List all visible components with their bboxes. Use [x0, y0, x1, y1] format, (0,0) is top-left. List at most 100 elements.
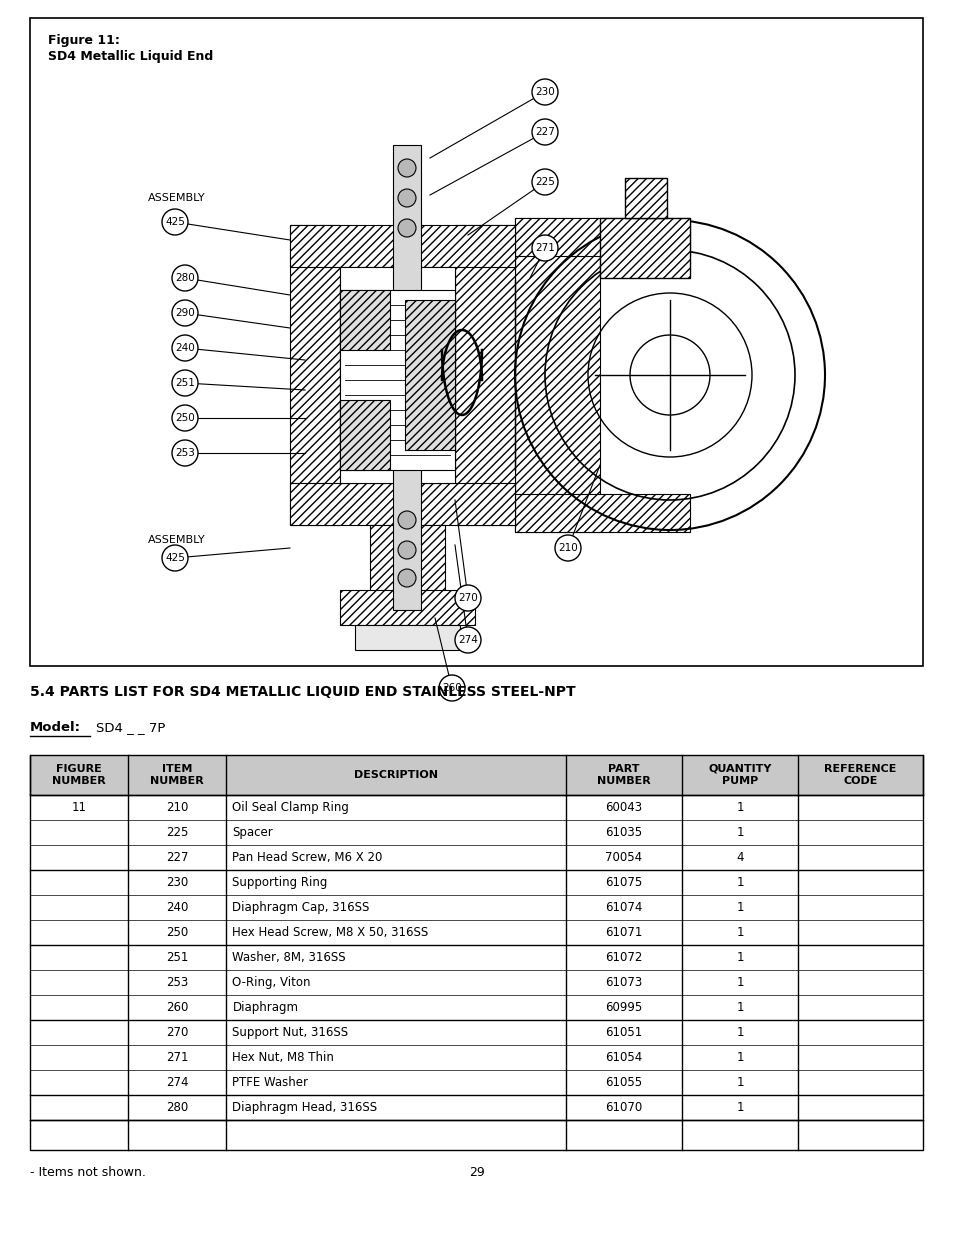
Bar	[339, 267, 455, 483]
Circle shape	[397, 159, 416, 177]
Text: 251: 251	[166, 951, 189, 965]
Bar	[393, 144, 420, 610]
Circle shape	[172, 335, 198, 361]
Text: 425: 425	[165, 553, 185, 563]
Text: 1: 1	[736, 1051, 743, 1065]
Circle shape	[162, 545, 188, 571]
Text: 1: 1	[736, 951, 743, 965]
Text: 270: 270	[166, 1026, 189, 1039]
Bar	[30, 19, 923, 666]
Text: 61071: 61071	[604, 926, 642, 939]
Text: PART
NUMBER: PART NUMBER	[597, 763, 650, 787]
Text: 210: 210	[166, 802, 189, 814]
Text: 253: 253	[166, 976, 189, 989]
Text: Support Nut, 316SS: Support Nut, 316SS	[233, 1026, 348, 1039]
Bar	[455, 225, 515, 525]
Bar	[290, 225, 515, 267]
Text: REFERENCE
CODE: REFERENCE CODE	[823, 763, 896, 787]
Bar	[405, 300, 455, 450]
Text: 270: 270	[457, 593, 477, 603]
Circle shape	[532, 79, 558, 105]
Text: 61073: 61073	[604, 976, 641, 989]
Circle shape	[397, 219, 416, 237]
Text: 1: 1	[736, 1026, 743, 1039]
Circle shape	[532, 169, 558, 195]
Text: 225: 225	[166, 826, 189, 839]
Text: 1: 1	[736, 1002, 743, 1014]
Text: Hex Head Screw, M8 X 50, 316SS: Hex Head Screw, M8 X 50, 316SS	[233, 926, 428, 939]
Circle shape	[397, 511, 416, 529]
Text: O-Ring, Viton: O-Ring, Viton	[233, 976, 311, 989]
Text: 274: 274	[166, 1076, 189, 1089]
Text: 5.4 PARTS LIST FOR SD4 METALLIC LIQUID END STAINLESS STEEL-NPT: 5.4 PARTS LIST FOR SD4 METALLIC LIQUID E…	[30, 685, 575, 699]
Bar	[624, 178, 666, 219]
Circle shape	[397, 541, 416, 559]
Bar	[339, 590, 475, 625]
Bar	[30, 1120, 923, 1150]
Text: 1: 1	[736, 926, 743, 939]
Text: Spacer: Spacer	[233, 826, 273, 839]
Text: 227: 227	[166, 851, 189, 864]
Circle shape	[172, 300, 198, 326]
Text: 61070: 61070	[604, 1100, 641, 1114]
Text: 290: 290	[175, 308, 194, 317]
Circle shape	[172, 405, 198, 431]
Bar	[339, 290, 455, 471]
Circle shape	[397, 189, 416, 207]
Bar	[355, 625, 459, 650]
Bar	[290, 225, 339, 525]
Text: 240: 240	[175, 343, 194, 353]
Text: 230: 230	[166, 876, 189, 889]
Text: Model:: Model:	[30, 721, 81, 734]
Text: 260: 260	[441, 683, 461, 693]
Text: SD4 _ _ 7P: SD4 _ _ 7P	[96, 721, 165, 734]
Text: 61054: 61054	[604, 1051, 641, 1065]
Text: 61074: 61074	[604, 902, 642, 914]
Circle shape	[555, 535, 580, 561]
Circle shape	[172, 266, 198, 291]
Bar	[515, 494, 689, 532]
Text: 61051: 61051	[604, 1026, 641, 1039]
Text: Figure 11:: Figure 11:	[48, 35, 120, 47]
Text: 280: 280	[166, 1100, 189, 1114]
Text: Diaphragm Head, 316SS: Diaphragm Head, 316SS	[233, 1100, 377, 1114]
Bar	[515, 219, 689, 256]
Text: 1: 1	[736, 826, 743, 839]
Bar	[599, 219, 689, 278]
Bar	[339, 400, 390, 471]
Text: 225: 225	[535, 177, 555, 186]
Text: 4: 4	[736, 851, 743, 864]
Text: 260: 260	[166, 1002, 189, 1014]
Text: 29: 29	[469, 1166, 484, 1179]
Text: 251: 251	[175, 378, 194, 388]
Text: 60995: 60995	[604, 1002, 641, 1014]
Text: 1: 1	[736, 802, 743, 814]
Circle shape	[172, 370, 198, 396]
Bar	[515, 219, 599, 532]
Circle shape	[397, 569, 416, 587]
Text: 230: 230	[535, 86, 555, 98]
Text: Pan Head Screw, M6 X 20: Pan Head Screw, M6 X 20	[233, 851, 382, 864]
Text: ITEM
NUMBER: ITEM NUMBER	[151, 763, 204, 787]
Text: 61075: 61075	[604, 876, 641, 889]
Text: 280: 280	[175, 273, 194, 283]
Text: QUANTITY
PUMP: QUANTITY PUMP	[707, 763, 771, 787]
Text: 1: 1	[736, 876, 743, 889]
Text: 1: 1	[736, 1100, 743, 1114]
Text: Diaphragm: Diaphragm	[233, 1002, 298, 1014]
Text: 240: 240	[166, 902, 189, 914]
Text: Diaphragm Cap, 316SS: Diaphragm Cap, 316SS	[233, 902, 370, 914]
Circle shape	[172, 440, 198, 466]
Text: Washer, 8M, 316SS: Washer, 8M, 316SS	[233, 951, 346, 965]
Text: 1: 1	[736, 976, 743, 989]
Text: ASSEMBLY: ASSEMBLY	[148, 535, 206, 545]
Text: 61072: 61072	[604, 951, 642, 965]
Text: 1: 1	[736, 1076, 743, 1089]
Text: PTFE Washer: PTFE Washer	[233, 1076, 308, 1089]
Circle shape	[162, 209, 188, 235]
Text: 271: 271	[535, 243, 555, 253]
Text: SD4 Metallic Liquid End: SD4 Metallic Liquid End	[48, 49, 213, 63]
Text: Hex Nut, M8 Thin: Hex Nut, M8 Thin	[233, 1051, 334, 1065]
Text: 250: 250	[166, 926, 189, 939]
Text: 61055: 61055	[604, 1076, 641, 1089]
